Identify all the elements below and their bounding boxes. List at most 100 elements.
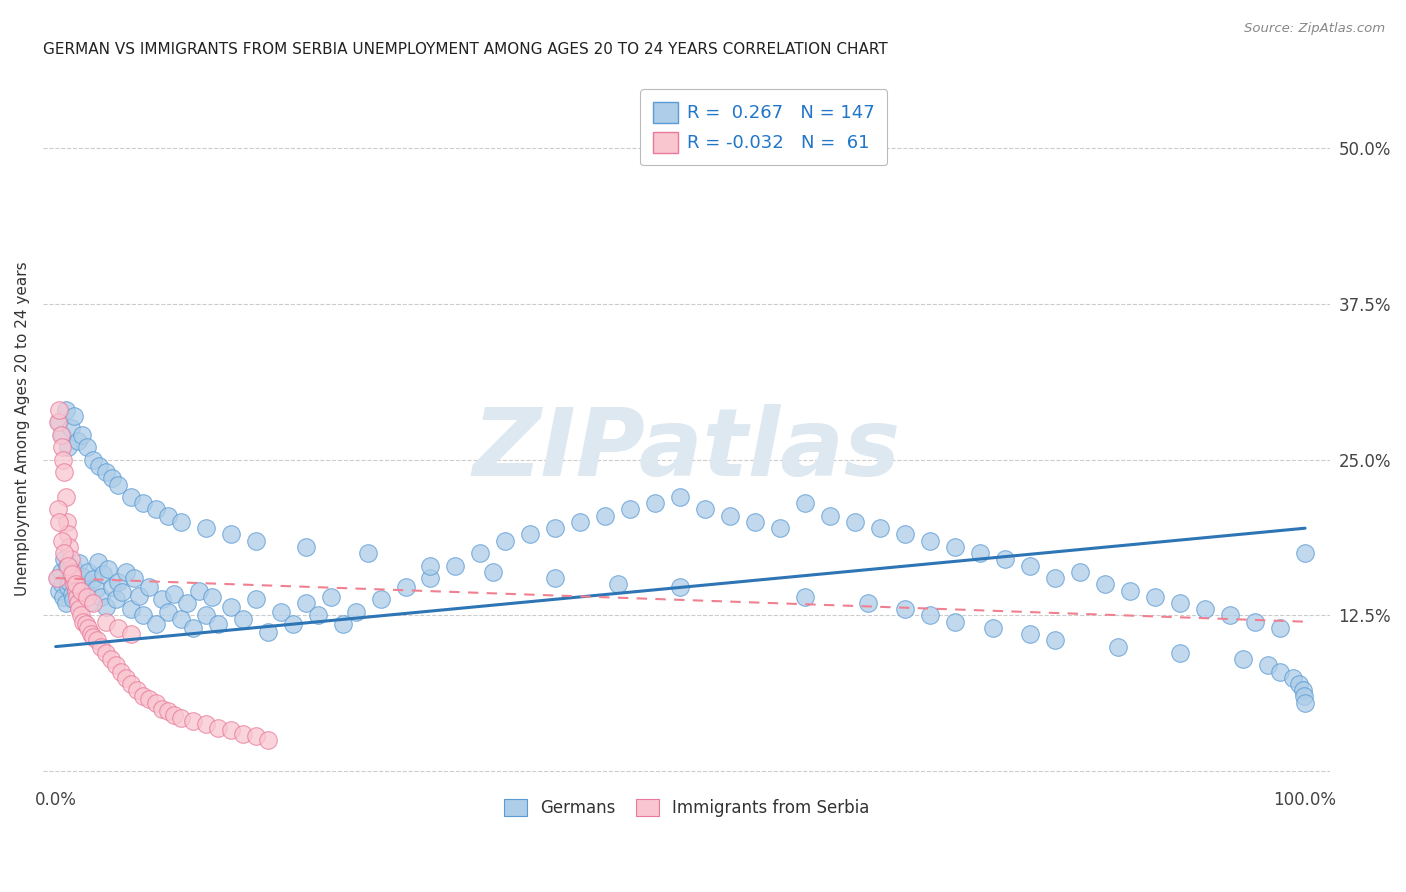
Point <box>969 546 991 560</box>
Point <box>894 527 917 541</box>
Point <box>67 596 90 610</box>
Point <box>52 590 75 604</box>
Point <box>58 574 80 589</box>
Point <box>595 508 617 523</box>
Point <box>120 490 142 504</box>
Point <box>124 571 146 585</box>
Point <box>1168 596 1191 610</box>
Point <box>107 621 129 635</box>
Point <box>76 590 98 604</box>
Point <box>219 723 242 738</box>
Point <box>84 582 107 597</box>
Point <box>1232 652 1254 666</box>
Point <box>920 533 942 548</box>
Point <box>60 567 83 582</box>
Point <box>63 409 86 423</box>
Point <box>332 617 354 632</box>
Point <box>65 583 87 598</box>
Point <box>53 546 76 560</box>
Point <box>981 621 1004 635</box>
Point <box>201 590 224 604</box>
Point <box>169 515 191 529</box>
Point <box>104 658 127 673</box>
Point <box>90 590 112 604</box>
Text: Source: ZipAtlas.com: Source: ZipAtlas.com <box>1244 22 1385 36</box>
Point <box>820 508 842 523</box>
Point <box>107 574 129 589</box>
Point <box>90 640 112 654</box>
Point <box>344 605 367 619</box>
Point <box>370 592 392 607</box>
Point <box>82 596 104 610</box>
Point <box>169 612 191 626</box>
Point <box>62 592 84 607</box>
Point <box>869 521 891 535</box>
Point <box>245 730 267 744</box>
Point <box>138 692 160 706</box>
Point <box>769 521 792 535</box>
Text: ZIPatlas: ZIPatlas <box>472 404 901 496</box>
Point <box>1288 677 1310 691</box>
Point <box>157 508 180 523</box>
Point <box>994 552 1017 566</box>
Point <box>56 440 79 454</box>
Point <box>56 515 79 529</box>
Point <box>920 608 942 623</box>
Point <box>163 708 186 723</box>
Point <box>1119 583 1142 598</box>
Point <box>394 580 416 594</box>
Point <box>1244 615 1267 629</box>
Point <box>100 652 122 666</box>
Point <box>544 571 567 585</box>
Point <box>1144 590 1167 604</box>
Point <box>46 415 69 429</box>
Point <box>245 533 267 548</box>
Point <box>46 502 69 516</box>
Point <box>495 533 517 548</box>
Point <box>56 527 79 541</box>
Point <box>76 440 98 454</box>
Point <box>794 590 817 604</box>
Point <box>132 690 155 704</box>
Point <box>132 608 155 623</box>
Point <box>470 546 492 560</box>
Point <box>79 595 101 609</box>
Point <box>51 427 73 442</box>
Point <box>1268 665 1291 679</box>
Point <box>257 733 280 747</box>
Point <box>65 577 87 591</box>
Point <box>55 596 77 610</box>
Point <box>1107 640 1129 654</box>
Point <box>107 477 129 491</box>
Point <box>194 717 217 731</box>
Point <box>62 571 84 585</box>
Point <box>157 605 180 619</box>
Point <box>75 584 97 599</box>
Point <box>695 502 717 516</box>
Point <box>59 421 82 435</box>
Point <box>1294 546 1316 560</box>
Point <box>94 615 117 629</box>
Point <box>60 587 83 601</box>
Point <box>1294 696 1316 710</box>
Legend: Germans, Immigrants from Serbia: Germans, Immigrants from Serbia <box>495 790 877 825</box>
Point <box>70 427 93 442</box>
Point <box>111 584 134 599</box>
Point <box>245 592 267 607</box>
Point <box>619 502 641 516</box>
Point <box>138 580 160 594</box>
Point <box>46 571 69 585</box>
Point <box>65 581 87 595</box>
Point <box>51 577 73 591</box>
Point <box>58 540 80 554</box>
Point <box>94 465 117 479</box>
Point <box>114 671 136 685</box>
Point <box>294 540 316 554</box>
Point <box>53 552 76 566</box>
Point <box>856 596 879 610</box>
Point <box>97 562 120 576</box>
Point <box>270 605 292 619</box>
Point <box>357 546 380 560</box>
Point <box>1043 571 1066 585</box>
Point <box>55 490 77 504</box>
